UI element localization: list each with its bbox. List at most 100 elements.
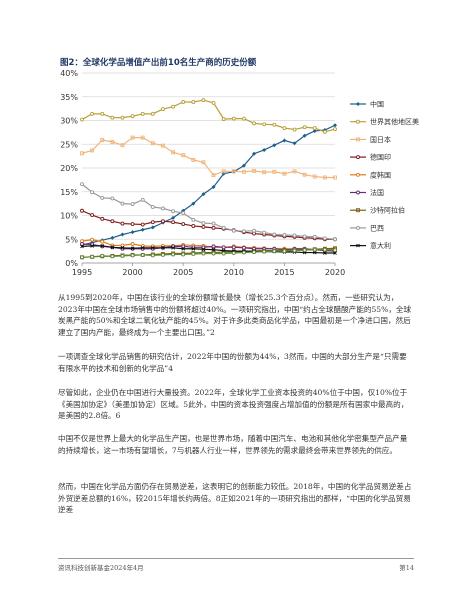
y-tick-label: 35% bbox=[60, 93, 78, 102]
data-point bbox=[292, 233, 297, 238]
data-point bbox=[211, 225, 216, 230]
data-point bbox=[221, 169, 226, 174]
data-point bbox=[140, 245, 145, 250]
legend-marker bbox=[356, 225, 360, 230]
data-point bbox=[120, 115, 125, 120]
paragraph-5: 然而，中国在化学品方面仍存在贸易逆差，这表明它的创新能力较低。2018年，中国的… bbox=[58, 482, 412, 515]
data-point bbox=[231, 251, 236, 255]
data-point bbox=[241, 250, 246, 255]
data-point bbox=[130, 246, 135, 251]
data-point bbox=[322, 175, 327, 180]
data-point bbox=[333, 175, 337, 180]
data-point bbox=[90, 190, 95, 195]
series-line bbox=[81, 183, 336, 240]
data-point bbox=[201, 192, 206, 197]
data-point bbox=[201, 98, 206, 103]
data-point bbox=[90, 254, 95, 259]
data-point bbox=[120, 232, 125, 237]
data-point bbox=[262, 230, 267, 235]
legend-label: 巴西 bbox=[370, 224, 384, 232]
data-point bbox=[333, 127, 337, 132]
legend-marker bbox=[356, 119, 360, 124]
data-point bbox=[140, 227, 145, 232]
data-point bbox=[171, 220, 176, 225]
x-tick-label: 2005 bbox=[173, 268, 193, 277]
legend-marker bbox=[356, 190, 360, 195]
legend-marker bbox=[356, 208, 360, 213]
data-point bbox=[323, 251, 327, 255]
data-point bbox=[100, 195, 105, 200]
chart-series-lines bbox=[80, 98, 337, 260]
y-tick-label: 30% bbox=[60, 117, 78, 126]
data-point bbox=[130, 202, 135, 207]
data-point bbox=[272, 143, 277, 148]
data-point bbox=[252, 121, 256, 126]
data-point bbox=[252, 250, 256, 255]
data-point bbox=[191, 100, 196, 104]
y-tick-label: 15% bbox=[60, 188, 78, 197]
footer-page-number: 第14 bbox=[399, 564, 414, 572]
data-point bbox=[302, 172, 307, 177]
series-2 bbox=[80, 98, 337, 134]
data-point bbox=[80, 208, 84, 213]
data-point bbox=[120, 253, 125, 258]
data-point bbox=[262, 249, 267, 254]
legend-item: 国日本 bbox=[350, 135, 391, 144]
data-point bbox=[130, 135, 135, 140]
data-point bbox=[201, 251, 206, 256]
data-point bbox=[100, 216, 105, 221]
data-point bbox=[80, 151, 84, 156]
data-point bbox=[322, 236, 327, 241]
footer-publisher: 资讯科技创新基金2024年4月 bbox=[58, 564, 144, 572]
legend-marker bbox=[356, 137, 360, 142]
y-axis-ticks: 0% 5% 10% 15% 20% 25% 30% 35% 40% bbox=[60, 69, 78, 268]
data-point bbox=[171, 252, 176, 257]
series-1 bbox=[80, 123, 337, 247]
data-point bbox=[90, 111, 95, 116]
legend-label: 度韩国 bbox=[370, 170, 391, 179]
footer-divider bbox=[58, 558, 414, 559]
paragraph-4: 中国不仅是世界上最大的化学品生产国，也是世界市场，随着中国汽车、电池和其他化学密… bbox=[58, 434, 408, 455]
y-tick-label: 25% bbox=[60, 140, 78, 149]
series-10 bbox=[80, 247, 337, 260]
data-point bbox=[100, 244, 105, 248]
data-point bbox=[211, 173, 216, 178]
data-point bbox=[150, 111, 155, 116]
legend-item: 世界其他地区美 bbox=[350, 117, 419, 126]
data-point bbox=[221, 225, 226, 230]
legend-item: 巴西 bbox=[350, 224, 384, 232]
data-point bbox=[150, 225, 155, 230]
legend-label: 国日本 bbox=[370, 135, 391, 144]
data-point bbox=[312, 234, 317, 239]
data-point bbox=[262, 122, 267, 127]
legend-label: 法国 bbox=[370, 188, 384, 197]
data-point bbox=[90, 213, 95, 217]
data-point bbox=[201, 247, 206, 252]
data-point bbox=[292, 127, 297, 132]
data-point bbox=[80, 242, 84, 246]
data-point bbox=[201, 224, 206, 229]
data-point bbox=[161, 206, 165, 211]
data-point bbox=[181, 244, 186, 249]
data-point bbox=[302, 234, 307, 239]
data-point bbox=[80, 117, 84, 122]
data-point bbox=[171, 104, 176, 109]
data-point bbox=[161, 219, 165, 224]
series-line bbox=[81, 249, 336, 258]
data-point bbox=[90, 237, 95, 242]
data-point bbox=[272, 122, 277, 127]
data-point bbox=[221, 248, 226, 253]
data-point bbox=[333, 248, 337, 253]
data-point bbox=[201, 221, 206, 226]
data-point bbox=[211, 251, 216, 256]
series-8 bbox=[80, 182, 337, 242]
data-point bbox=[110, 139, 115, 144]
data-point bbox=[110, 235, 115, 240]
data-point bbox=[241, 245, 246, 250]
data-point bbox=[130, 222, 135, 227]
legend-item: 中国 bbox=[350, 100, 384, 109]
x-tick-label: 1995 bbox=[72, 268, 92, 277]
paragraph-3: 尽管如此，企业仍在中国进行大量投资。2022年，全球化学工业资本投资的40%位于… bbox=[58, 388, 409, 421]
data-point bbox=[282, 126, 287, 131]
data-point bbox=[241, 169, 246, 174]
